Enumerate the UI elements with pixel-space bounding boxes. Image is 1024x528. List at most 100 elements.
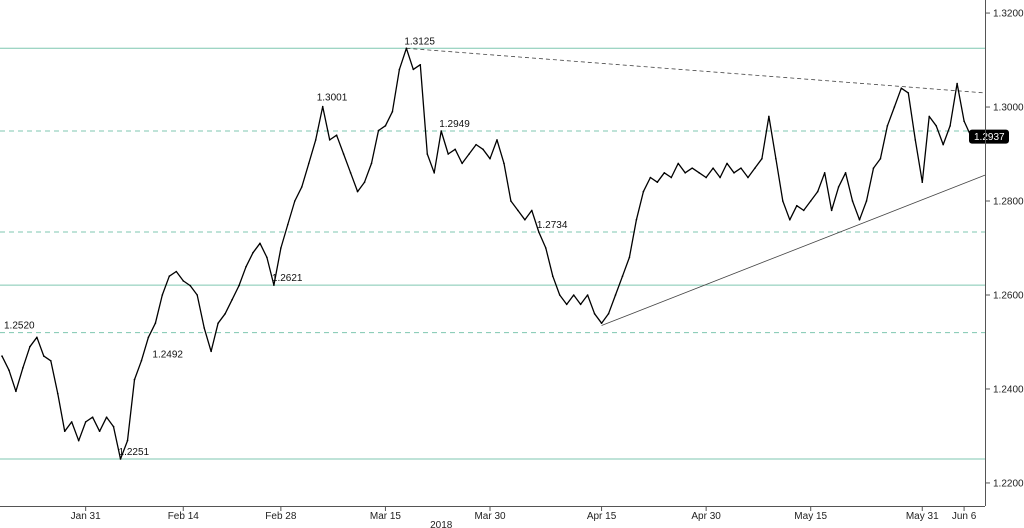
price-point-85 [593,312,596,315]
price-point-114 [795,204,798,207]
price-point-72 [503,162,505,165]
price-point-108 [754,167,756,169]
y-tick-label-3: 1.2800 [993,197,1024,208]
level-label-1: 1.2949 [439,119,470,130]
annotations: 1.3001 1.2492 1.2937 [152,93,1009,361]
price-point-117 [816,190,819,193]
price-point-64 [447,153,449,155]
price-point-84 [586,294,589,296]
price-point-25 [175,270,178,273]
price-point-87 [607,312,610,315]
price-point-115 [802,209,805,212]
price-point-13 [91,416,94,418]
price-point-51 [356,190,359,193]
price-point-39 [273,284,275,286]
price-point-88 [614,294,617,296]
price-point-0 [1,355,3,357]
price-point-113 [788,219,791,221]
price-point-14 [98,430,101,433]
price-point-95 [663,172,666,174]
level-label-3: 1.2621 [272,273,303,284]
y-tick-label-0: 1.2200 [993,478,1024,489]
price-point-124 [865,200,868,202]
price-point-111 [775,157,777,160]
price-point-75 [524,219,526,221]
price-point-122 [851,200,854,202]
price-point-40 [280,247,282,249]
price-point-28 [196,294,199,296]
x-tick-label-7: May 15 [794,511,827,522]
price-point-86 [600,322,603,324]
price-point-62 [433,172,436,174]
price-point-5 [36,336,38,339]
price-point-126 [879,157,882,160]
price-point-120 [837,186,840,188]
x-year-label: 2018 [430,520,453,528]
price-point-50 [349,172,352,174]
price-point-6 [43,355,45,357]
price-point-70 [489,157,491,160]
price-point-59 [412,68,415,71]
price-point-129 [900,87,903,90]
price-point-23 [161,294,164,296]
price-point-131 [914,139,917,141]
price-point-46 [321,105,324,108]
price-point-110 [768,115,770,118]
price-point-112 [782,200,784,202]
x-tick-label-0: Jan 31 [71,511,101,522]
price-point-27 [189,284,192,287]
price-point-105 [733,172,735,174]
price-point-44 [307,162,310,165]
price-point-17 [119,458,122,460]
point-label-0: 1.3001 [317,93,348,104]
price-point-128 [893,106,896,108]
x-tick-label-1: Feb 14 [168,511,200,522]
point-label-1: 1.2492 [152,350,183,361]
last-value-badge [969,129,1009,144]
price-point-74 [517,209,519,212]
price-point-99 [691,167,693,169]
price-point-83 [579,303,582,306]
price-point-7 [50,359,52,362]
price-point-65 [454,148,456,151]
price-point-94 [656,181,659,184]
price-point-55 [384,125,387,127]
price-point-78 [544,247,547,249]
y-tick-label-5: 1.3200 [993,9,1024,20]
price-point-130 [907,92,910,94]
price-point-101 [705,176,707,179]
price-point-45 [314,139,317,141]
price-point-116 [809,200,812,202]
price-point-54 [377,129,380,132]
price-point-12 [84,421,87,423]
price-point-107 [747,176,749,179]
x-tick-label-4: Mar 30 [474,511,506,522]
price-point-36 [252,251,254,254]
x-tick-label-6: Apr 30 [691,511,721,522]
price-point-103 [719,176,721,179]
price-point-33 [231,298,233,301]
price-point-73 [510,200,512,202]
price-point-11 [77,439,80,442]
y-tick-label-1: 1.2400 [993,384,1024,395]
price-point-8 [56,392,59,395]
price-point-37 [259,242,261,245]
price-point-20 [140,359,143,362]
price-point-63 [440,130,443,132]
price-series [1,47,972,460]
price-point-71 [496,139,498,141]
price-point-52 [363,181,366,184]
level-label-2: 1.2734 [537,220,568,231]
price-point-136 [949,125,951,127]
price-point-119 [830,209,833,212]
price-point-127 [886,125,889,127]
price-point-58 [405,47,408,50]
x-tick-label-2: Feb 28 [265,511,297,522]
price-line-0 [1,47,972,460]
price-point-49 [342,153,345,155]
price-point-53 [370,162,373,165]
y-axis: 1.2200 1.2400 1.2600 1.2800 1.3000 1.3200 [985,0,1024,506]
price-point-135 [942,143,944,146]
price-point-96 [670,176,673,179]
price-point-21 [147,336,150,339]
